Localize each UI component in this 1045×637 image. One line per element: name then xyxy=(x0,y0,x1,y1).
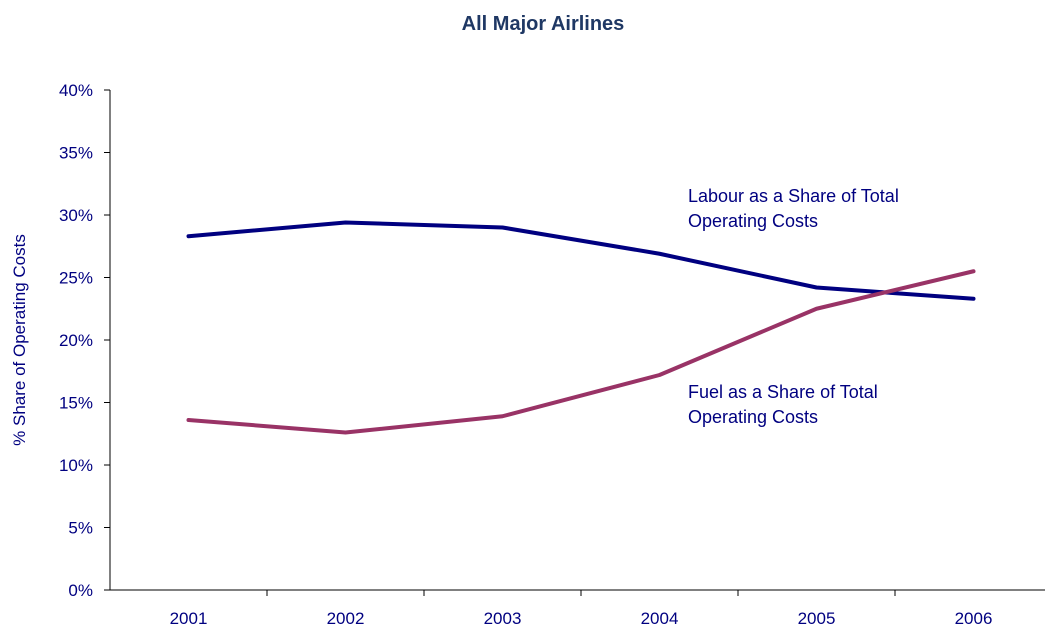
x-axis-ticks: 2001 2002 2003 2004 2005 2006 xyxy=(170,590,993,628)
labour-series-label-line: Operating Costs xyxy=(688,211,818,231)
y-tick-label: 10% xyxy=(59,456,93,475)
series-annotations: Labour as a Share of Total Operating Cost… xyxy=(688,186,899,427)
y-axis-ticks: 0% 5% 10% 15% 20% 25% 30% 35% 40% xyxy=(59,81,110,600)
y-tick-label: 30% xyxy=(59,206,93,225)
x-tick-label: 2005 xyxy=(798,609,836,628)
fuel-series-line xyxy=(186,269,976,435)
chart-title: All Major Airlines xyxy=(462,13,625,35)
y-tick-label: 15% xyxy=(59,394,93,413)
fuel-series-label-line: Fuel as a Share of Total xyxy=(688,382,878,402)
labour-series-label-line: Labour as a Share of Total xyxy=(688,186,899,206)
x-tick-label: 2001 xyxy=(170,609,208,628)
x-tick-label: 2003 xyxy=(484,609,522,628)
y-tick-label: 35% xyxy=(59,144,93,163)
series-lines xyxy=(186,220,976,435)
axes xyxy=(109,90,1045,591)
y-tick-label: 20% xyxy=(59,331,93,350)
fuel-series-label: Fuel as a Share of Total Operating Costs xyxy=(688,382,878,427)
x-tick-label: 2006 xyxy=(955,609,993,628)
x-tick-label: 2004 xyxy=(641,609,679,628)
y-axis-label: % Share of Operating Costs xyxy=(10,234,29,446)
labour-series-label: Labour as a Share of Total Operating Cost… xyxy=(688,186,899,231)
fuel-series-label-line: Operating Costs xyxy=(688,407,818,427)
x-tick-label: 2002 xyxy=(327,609,365,628)
y-tick-label: 5% xyxy=(68,519,93,538)
y-tick-label: 40% xyxy=(59,81,93,100)
y-tick-label: 0% xyxy=(68,581,93,600)
y-tick-label: 25% xyxy=(59,269,93,288)
labour-series-line xyxy=(186,220,976,301)
